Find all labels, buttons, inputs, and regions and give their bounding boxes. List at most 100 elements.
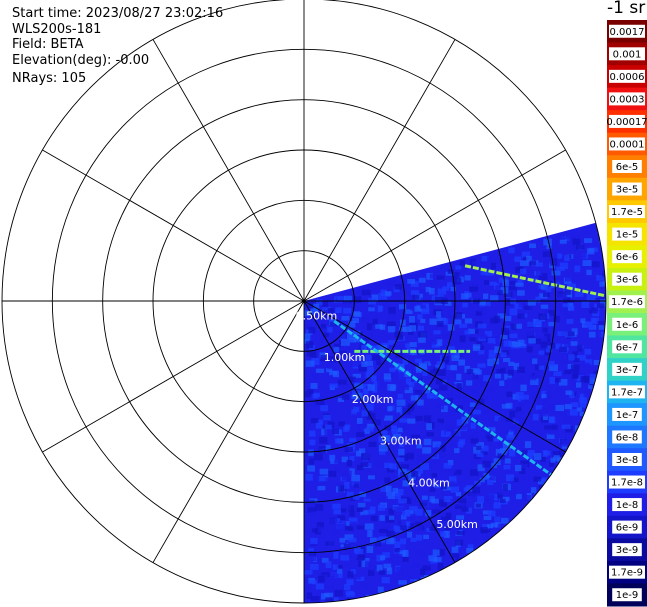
data-speckle — [398, 521, 407, 527]
colorbar-label-box — [609, 92, 645, 106]
data-speckle — [425, 578, 433, 583]
data-speckle — [411, 275, 419, 281]
data-speckle — [514, 341, 521, 348]
data-speckle — [439, 451, 446, 458]
data-speckle — [423, 438, 432, 446]
data-speckle — [434, 422, 441, 428]
data-speckle — [535, 318, 542, 326]
data-speckle — [477, 464, 485, 472]
data-speckle — [454, 539, 464, 546]
data-speckle — [408, 381, 415, 387]
data-speckle — [373, 381, 380, 387]
data-speckle — [515, 282, 524, 287]
data-speckle — [499, 448, 508, 453]
data-speckle — [498, 443, 504, 449]
data-feature-line — [333, 319, 577, 494]
data-speckle — [378, 570, 386, 575]
colorbar-label-box — [612, 182, 642, 196]
data-speckle — [493, 458, 501, 466]
colorbar-tick-label: 0.0017 — [610, 27, 645, 38]
data-speckle — [391, 491, 399, 497]
data-speckle — [524, 441, 532, 448]
data-speckle — [580, 318, 586, 323]
data-speckle — [325, 541, 334, 546]
data-speckle — [437, 563, 444, 570]
data-speckle — [475, 310, 482, 316]
data-speckle — [497, 453, 506, 460]
colorbar-tick-label: 3e-7 — [616, 365, 639, 376]
data-speckle — [506, 377, 513, 383]
data-speckle — [425, 510, 432, 517]
data-speckle — [333, 467, 343, 472]
data-speckle — [549, 461, 555, 467]
data-speckle — [586, 294, 596, 301]
data-speckle — [553, 371, 562, 377]
data-speckle — [352, 330, 361, 336]
data-speckle — [429, 462, 435, 469]
data-speckle — [449, 481, 456, 488]
data-speckle — [565, 390, 572, 395]
data-speckle — [541, 394, 547, 399]
data-speckle — [598, 371, 606, 377]
data-speckle — [432, 549, 440, 556]
data-speckle — [479, 334, 488, 340]
data-speckle — [350, 360, 359, 367]
data-speckle — [557, 331, 565, 336]
data-speckle — [306, 341, 314, 349]
data-speckle — [304, 324, 311, 331]
data-speckle — [399, 442, 405, 448]
data-speckle — [351, 409, 357, 416]
data-speckle — [520, 384, 527, 392]
data-speckle — [383, 352, 390, 359]
data-speckle — [312, 373, 319, 380]
data-speckle — [341, 315, 350, 321]
data-speckle — [583, 362, 590, 368]
data-speckle — [304, 444, 312, 450]
data-speckle — [437, 369, 446, 376]
data-speckle — [359, 491, 367, 497]
data-speckle — [364, 560, 373, 568]
data-speckle — [496, 369, 504, 374]
data-speckle — [436, 321, 444, 327]
data-speckle — [489, 281, 497, 286]
data-speckle — [308, 580, 317, 585]
data-speckle — [402, 550, 409, 557]
data-speckle — [338, 486, 344, 493]
data-speckle — [348, 505, 355, 512]
colorbar-tick-label: 1e-7 — [616, 410, 639, 421]
data-speckle — [354, 483, 360, 488]
data-speckle — [418, 337, 426, 343]
colorbar-label-box — [612, 588, 642, 602]
data-speckle — [557, 253, 563, 259]
data-speckle — [517, 290, 525, 296]
data-speckle — [446, 406, 453, 413]
data-speckle — [431, 473, 438, 478]
data-speckle — [333, 509, 342, 515]
data-speckle — [487, 436, 493, 442]
data-speckle — [322, 306, 331, 312]
data-speckle — [520, 260, 529, 266]
data-speckle — [584, 348, 592, 355]
data-speckle — [387, 326, 396, 333]
data-speckle — [443, 462, 452, 469]
data-speckle — [456, 419, 466, 426]
data-speckle — [487, 338, 496, 344]
data-speckle — [543, 292, 550, 298]
data-speckle — [514, 464, 522, 472]
data-speckle — [348, 517, 358, 524]
data-speckle — [524, 324, 531, 329]
data-speckle — [494, 516, 501, 522]
data-speckle — [549, 403, 558, 409]
data-speckle — [316, 419, 324, 425]
data-speckle — [564, 254, 570, 262]
data-speckle — [584, 238, 593, 243]
data-speckle — [431, 498, 439, 504]
data-speckle — [398, 478, 407, 483]
data-speckle — [540, 304, 549, 309]
data-speckle — [418, 331, 427, 339]
data-speckle — [344, 481, 350, 489]
data-speckle — [394, 541, 401, 548]
data-speckle — [576, 355, 586, 361]
data-speckle — [472, 260, 478, 266]
data-speckle — [473, 329, 479, 334]
